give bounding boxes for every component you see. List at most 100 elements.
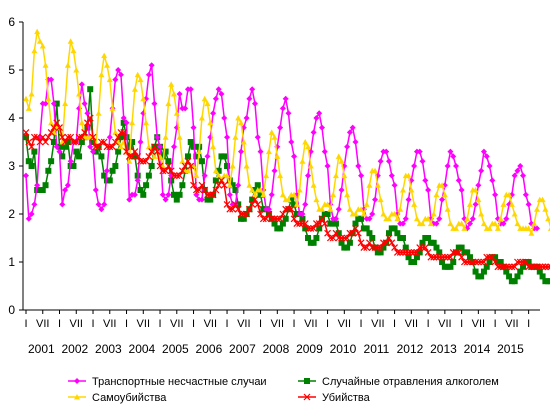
- data-point: [397, 206, 404, 212]
- data-point: [126, 196, 133, 203]
- data-point: [505, 263, 513, 271]
- data-point: [430, 211, 437, 217]
- data-point: [363, 225, 370, 232]
- data-point: [344, 244, 351, 251]
- data-point: [489, 177, 496, 184]
- data-point: [282, 95, 289, 102]
- data-point: [67, 158, 74, 165]
- data-point: [508, 201, 515, 207]
- data-point: [340, 234, 348, 242]
- data-point: [162, 134, 169, 140]
- y-tick-label: 3: [8, 159, 15, 173]
- data-point: [332, 172, 339, 179]
- x-tick-label: VII: [271, 318, 284, 330]
- data-point: [318, 215, 326, 223]
- data-point: [318, 206, 325, 212]
- data-point: [92, 187, 99, 193]
- data-point: [195, 186, 203, 194]
- data-point: [316, 110, 323, 117]
- data-point: [324, 163, 331, 169]
- data-point: [187, 162, 195, 170]
- data-point: [542, 206, 549, 212]
- data-point: [349, 124, 356, 131]
- data-point: [492, 191, 499, 198]
- data-point: [240, 210, 248, 218]
- data-point: [235, 115, 242, 121]
- data-point: [491, 258, 499, 266]
- data-point: [78, 81, 85, 88]
- data-point: [157, 143, 164, 150]
- x-tick-label: I: [192, 318, 195, 330]
- data-point: [433, 244, 440, 251]
- data-point: [28, 163, 35, 169]
- data-point: [464, 215, 471, 222]
- data-point: [332, 229, 340, 237]
- data-point: [238, 148, 245, 155]
- data-point: [425, 187, 432, 193]
- data-point: [95, 143, 103, 151]
- data-point: [56, 124, 63, 132]
- data-point: [419, 239, 426, 246]
- data-point: [525, 259, 532, 265]
- data-point: [59, 201, 66, 208]
- series-line: [25, 89, 550, 282]
- data-point: [106, 143, 114, 151]
- data-point: [413, 248, 421, 256]
- x-tick-label: VII: [405, 318, 418, 330]
- data-point: [159, 153, 166, 160]
- x-tick-label: VII: [371, 318, 384, 330]
- data-point: [355, 163, 362, 169]
- x-tick-label: VII: [170, 318, 183, 330]
- data-point: [215, 181, 223, 189]
- data-point: [372, 167, 379, 174]
- data-point: [151, 153, 158, 159]
- data-point: [369, 211, 376, 217]
- data-point: [293, 201, 300, 207]
- data-point: [313, 235, 320, 241]
- data-point: [530, 263, 538, 271]
- data-point: [268, 215, 276, 223]
- data-point: [366, 182, 373, 188]
- data-point: [438, 253, 446, 261]
- data-point: [112, 163, 119, 169]
- data-point: [460, 258, 468, 266]
- data-point: [435, 253, 443, 261]
- data-point: [366, 215, 373, 222]
- data-point: [263, 172, 270, 179]
- data-point: [89, 133, 97, 141]
- data-point: [98, 153, 105, 160]
- data-point: [143, 182, 150, 189]
- x-tick-label: I: [326, 318, 329, 330]
- data-point: [42, 100, 49, 107]
- data-point: [413, 254, 420, 261]
- data-point: [254, 200, 262, 208]
- data-point: [39, 187, 46, 193]
- data-point: [251, 191, 258, 198]
- data-point: [360, 244, 368, 252]
- data-point: [72, 138, 80, 146]
- legend-marker: [303, 393, 311, 401]
- x-tick-label: VII: [36, 318, 49, 330]
- data-point: [386, 158, 393, 165]
- data-point: [215, 172, 222, 179]
- data-point: [332, 220, 339, 227]
- data-point: [447, 253, 454, 261]
- data-point: [425, 235, 432, 241]
- data-point: [291, 191, 298, 198]
- data-point: [466, 201, 473, 207]
- data-point: [424, 248, 432, 256]
- data-point: [500, 263, 507, 271]
- data-point: [433, 191, 440, 198]
- data-point: [472, 258, 479, 266]
- data-point: [302, 139, 309, 145]
- data-point: [246, 182, 253, 188]
- data-point: [64, 139, 71, 145]
- data-point: [212, 177, 219, 184]
- data-point: [33, 133, 41, 141]
- data-point: [377, 249, 384, 256]
- data-point: [366, 239, 373, 247]
- data-point: [70, 163, 77, 169]
- data-point: [109, 143, 116, 151]
- data-point: [103, 62, 110, 68]
- data-point: [469, 215, 476, 222]
